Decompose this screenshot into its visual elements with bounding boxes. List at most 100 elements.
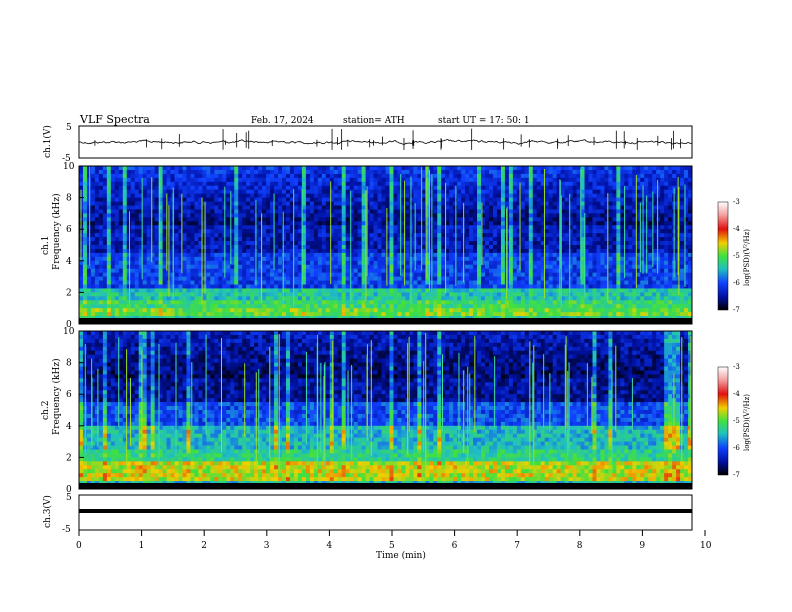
spectrogram-cell [485,252,490,258]
spectrogram-cell [572,252,577,258]
spectrogram-cell [210,233,215,238]
spectrogram-cell [230,173,235,179]
spectrogram-cell [572,256,577,262]
spectrogram-cell [445,252,450,258]
spectrogram-cell [485,201,490,206]
spectrogram-cell [648,201,653,206]
spectrogram-cell [309,225,315,230]
spectrogram-cell [317,189,323,195]
spectrogram-cell [365,252,370,258]
spectrogram-cell [218,193,223,198]
spectrogram-cell [361,205,366,210]
spectrogram-cell [182,272,187,277]
spectrogram-cell [174,197,179,202]
spectrogram-cell [90,248,96,254]
spectrogram-cell [544,173,550,179]
spectrogram-cell [282,177,287,183]
spectrogram-cell [293,276,299,281]
spectrogram-cell [162,264,167,270]
spectrogram-cell [214,252,219,258]
spectrogram-cell [488,252,494,258]
spectrogram-cell [580,225,585,230]
spectrogram-cell [481,166,486,171]
spectrogram-cell [110,233,116,238]
spectrogram-cell [285,197,291,202]
spectrogram-cell [138,264,144,270]
spectrogram-cell [297,193,303,198]
spectrogram-cell [449,248,454,254]
spectrogram-cell [457,221,462,226]
spectrogram-cell [238,225,243,230]
spectrogram-cell [668,225,673,230]
spectrogram-cell [118,205,124,210]
spectrogram-cell [552,284,558,289]
spectrogram-cell [584,268,589,274]
spectrogram-cell [194,177,199,183]
spectrogram-cell [616,197,621,202]
spectrogram-cell [369,288,374,293]
spectrogram-cell [636,260,641,266]
spectrogram-cell [154,288,160,293]
spectrogram-cell [417,169,422,175]
spectrogram-cell [305,217,311,222]
spectrogram-cell [214,205,219,210]
spectrogram-cell [453,197,458,202]
spectrogram-cell [604,189,609,195]
spectrogram-cell [393,221,398,226]
spectrogram-cell [592,197,597,202]
spectrogram-cell [230,177,235,183]
spectrogram-cell [130,241,136,246]
spectrogram-cell [178,284,183,289]
spectrogram-cell [194,241,199,246]
spectrogram-cell [373,205,378,210]
spectrogram-cell [600,284,605,289]
spectrogram-cell [122,201,128,206]
spectrogram-cell [234,280,239,285]
spectrogram-cell [289,229,295,234]
spectrogram-cell [94,268,100,274]
spectrogram-cell [548,237,554,242]
spectrogram-cell [214,284,219,289]
spectrogram-cell [540,213,546,218]
spectrogram-cell [274,268,279,274]
spectrogram-cell [341,217,347,222]
spectrogram-cell [90,233,96,238]
spectrogram-cell [421,260,426,266]
spectrogram-cell [162,193,167,198]
spectrogram-cell [576,205,581,210]
spectrogram-cell [262,284,267,289]
spectrogram-cell [278,241,283,246]
spectrogram-cell [357,189,363,195]
spectrogram-cell [520,166,526,171]
spectrogram-cell [596,209,601,214]
spectrogram-cell [313,177,319,183]
spectrogram-cell [449,189,454,195]
spectrogram-cell [532,189,538,195]
spectrogram-cell [381,260,386,266]
spectrogram-cell [278,276,283,281]
spectrogram-cell [154,245,160,250]
spectrogram-cell [624,193,629,198]
spectrogram-cell [465,205,470,210]
spectrogram-cell [353,205,359,210]
spectrogram-cell [564,209,569,214]
ch1-waveform-spikes [94,128,681,151]
spectrogram-cell [94,169,100,175]
spectrogram-cell [381,284,386,289]
spectrogram-cell [516,256,522,262]
spectrogram-cell [516,252,522,258]
spectrogram-cell [210,260,215,266]
spectrogram-cell [580,229,585,234]
spectrogram-cell [652,248,657,254]
spectrogram-cell [98,276,104,281]
spectrogram-cell [532,248,538,254]
spectrogram-cell [154,201,160,206]
spectrogram-cell [536,205,542,210]
spectrogram-cell [433,288,438,293]
spectrogram-cell [246,197,251,202]
spectrogram-cell [278,252,283,258]
spectrogram-cell [393,201,398,206]
spectrogram-cell [270,272,275,277]
spectrogram-cell [162,201,167,206]
spectrogram-cell [118,169,124,175]
